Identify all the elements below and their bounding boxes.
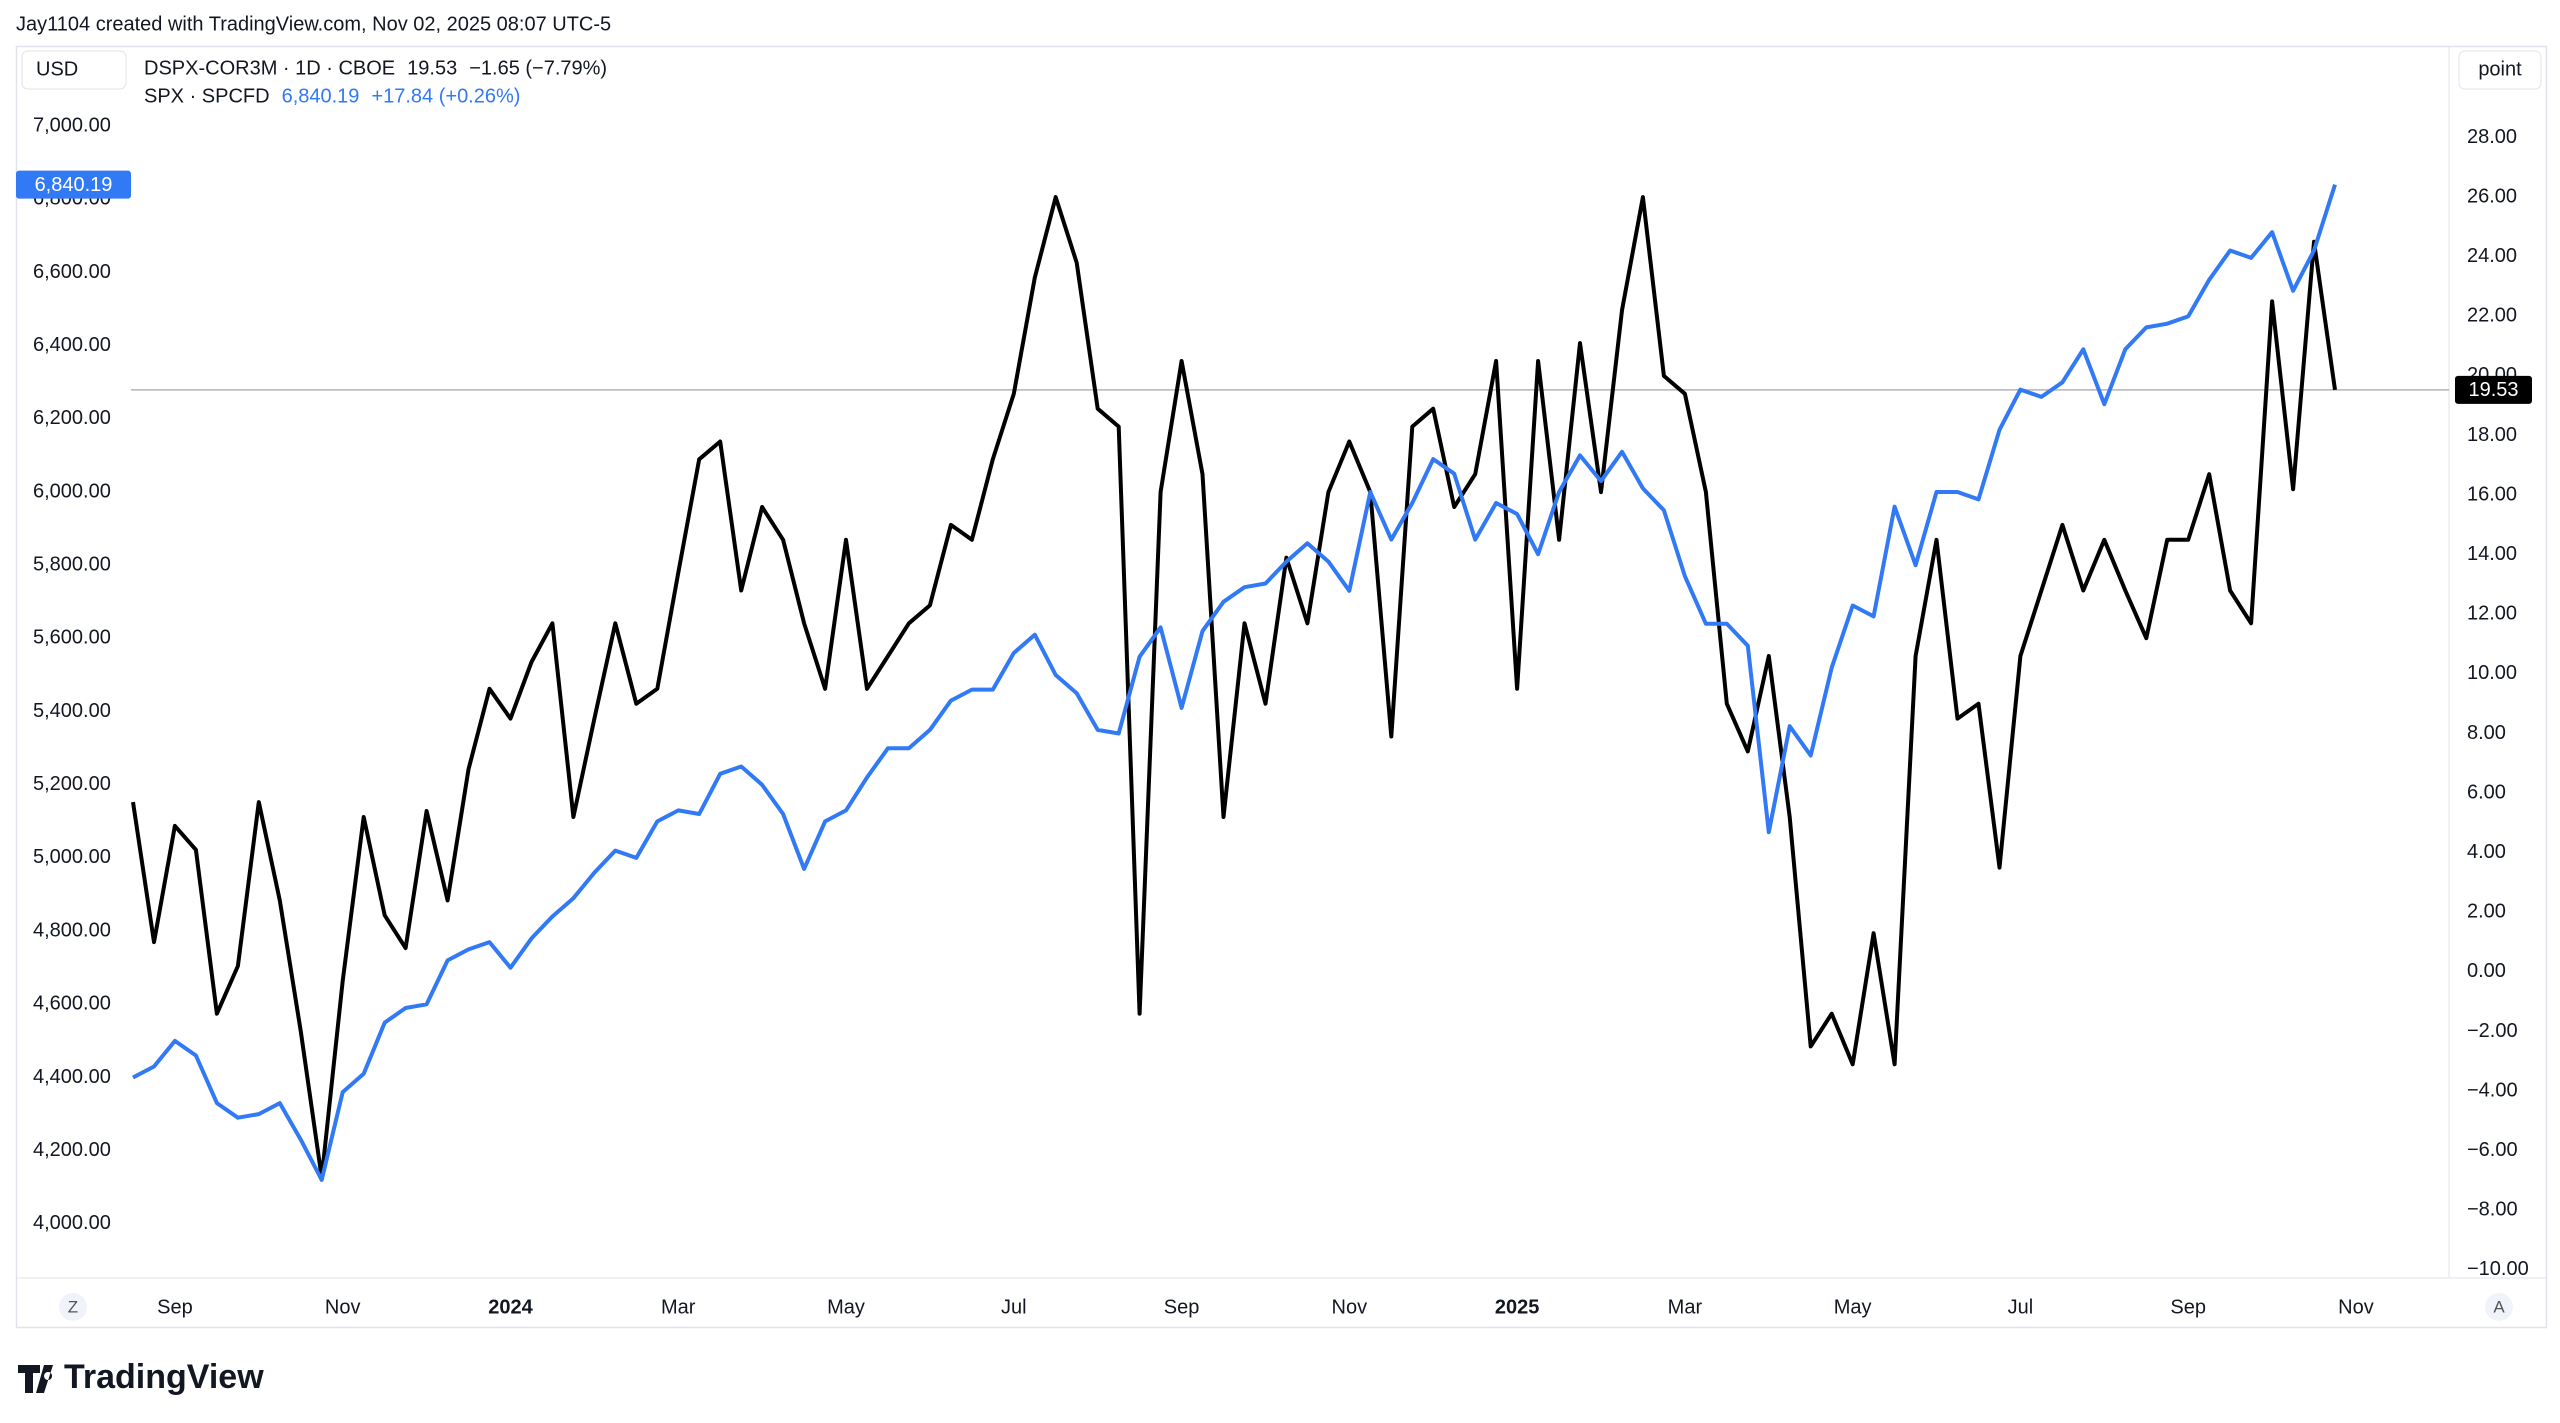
y-tick-label: 4,800.00 [33,919,111,941]
y-tick-label: 4,000.00 [33,1212,111,1234]
x-tick-label: 2025 [1495,1296,1540,1318]
y2-tick-label: 0.00 [2467,960,2506,982]
auto-button[interactable] [2485,1293,2513,1321]
y2-tick-label: 14.00 [2467,543,2517,565]
y-tick-label: 5,800.00 [33,553,111,575]
y2-tick-label: 12.00 [2467,603,2517,625]
x-tick-label: Mar [661,1296,696,1318]
x-tick-label: Nov [1332,1296,1368,1318]
y2-tick-label: 4.00 [2467,841,2506,863]
y-tick-label: 6,000.00 [33,480,111,502]
y-tick-label: 6,200.00 [33,407,111,429]
y2-tick-label: 2.00 [2467,901,2506,923]
y-tick-label: 5,400.00 [33,700,111,722]
y-tick-label: 6,600.00 [33,261,111,283]
last-value-badge [16,170,131,199]
y-tick-label: 5,600.00 [33,627,111,649]
y-tick-label: 4,200.00 [33,1139,111,1161]
chart-frame [15,45,2548,1329]
x-tick-label: May [827,1296,865,1318]
left-axis-unit[interactable]: USD [36,58,78,80]
x-tick-label: Jul [1001,1296,1027,1318]
y2-tick-label: −10.00 [2467,1258,2529,1280]
series-line [131,195,2337,1180]
y2-tick-label: 22.00 [2467,305,2517,327]
logo-text: TradingView [64,1358,264,1396]
zoom-button-label[interactable]: Z [68,1297,78,1316]
x-tick-label: 2024 [488,1296,533,1318]
auto-button-label[interactable]: A [2493,1297,2505,1316]
y-tick-label: 7,000.00 [33,114,111,136]
y2-tick-label: 8.00 [2467,722,2506,744]
y2-tick-label: −2.00 [2467,1020,2518,1042]
legend-name: DSPX-COR3M · 1D · CBOE [144,57,395,79]
y2-tick-label: 28.00 [2467,126,2517,148]
y-tick-label: 6,400.00 [33,334,111,356]
y-tick-label: 4,600.00 [33,993,111,1015]
legend-last: 19.53 [407,57,457,79]
y2-tick-label: −4.00 [2467,1079,2518,1101]
series-line [132,183,2337,1182]
attribution: Jay1104 created with TradingView.com, No… [16,13,611,35]
unit-box[interactable] [2458,50,2542,90]
y2-tick-label: 26.00 [2467,185,2517,207]
y2-tick-label: −6.00 [2467,1139,2518,1161]
currency-box[interactable] [21,50,127,90]
x-tick-label: Nov [2338,1296,2374,1318]
y2-tick-label: 16.00 [2467,483,2517,505]
x-tick-label: Sep [157,1296,193,1318]
y2-tick-label: 18.00 [2467,424,2517,446]
y2-tick-label: 6.00 [2467,781,2506,803]
zoom-button[interactable] [59,1293,87,1321]
x-tick-label: May [1834,1296,1872,1318]
last-value-badge [2455,375,2532,404]
y-tick-label: 5,000.00 [33,846,111,868]
right-axis-unit[interactable]: point [2478,58,2522,80]
legend-name: SPX · SPCFD [144,85,270,107]
legend-change: −1.65 (−7.79%) [469,57,607,79]
logo-mark [18,1365,53,1393]
y-tick-label: 5,200.00 [33,773,111,795]
last-value-label: 19.53 [2468,379,2518,401]
x-tick-label: Mar [1668,1296,1703,1318]
legend-last: 6,840.19 [282,85,360,107]
last-value-label: 6,840.19 [35,174,113,196]
y2-tick-label: 10.00 [2467,662,2517,684]
legend-change: +17.84 (+0.26%) [371,85,520,107]
logo: TradingView [18,1358,264,1396]
x-tick-label: Sep [2170,1296,2206,1318]
y2-tick-label: −8.00 [2467,1199,2518,1221]
x-tick-label: Nov [325,1296,361,1318]
x-tick-label: Sep [1164,1296,1200,1318]
x-tick-label: Jul [2008,1296,2034,1318]
y2-tick-label: 24.00 [2467,245,2517,267]
y-tick-label: 4,400.00 [33,1066,111,1088]
